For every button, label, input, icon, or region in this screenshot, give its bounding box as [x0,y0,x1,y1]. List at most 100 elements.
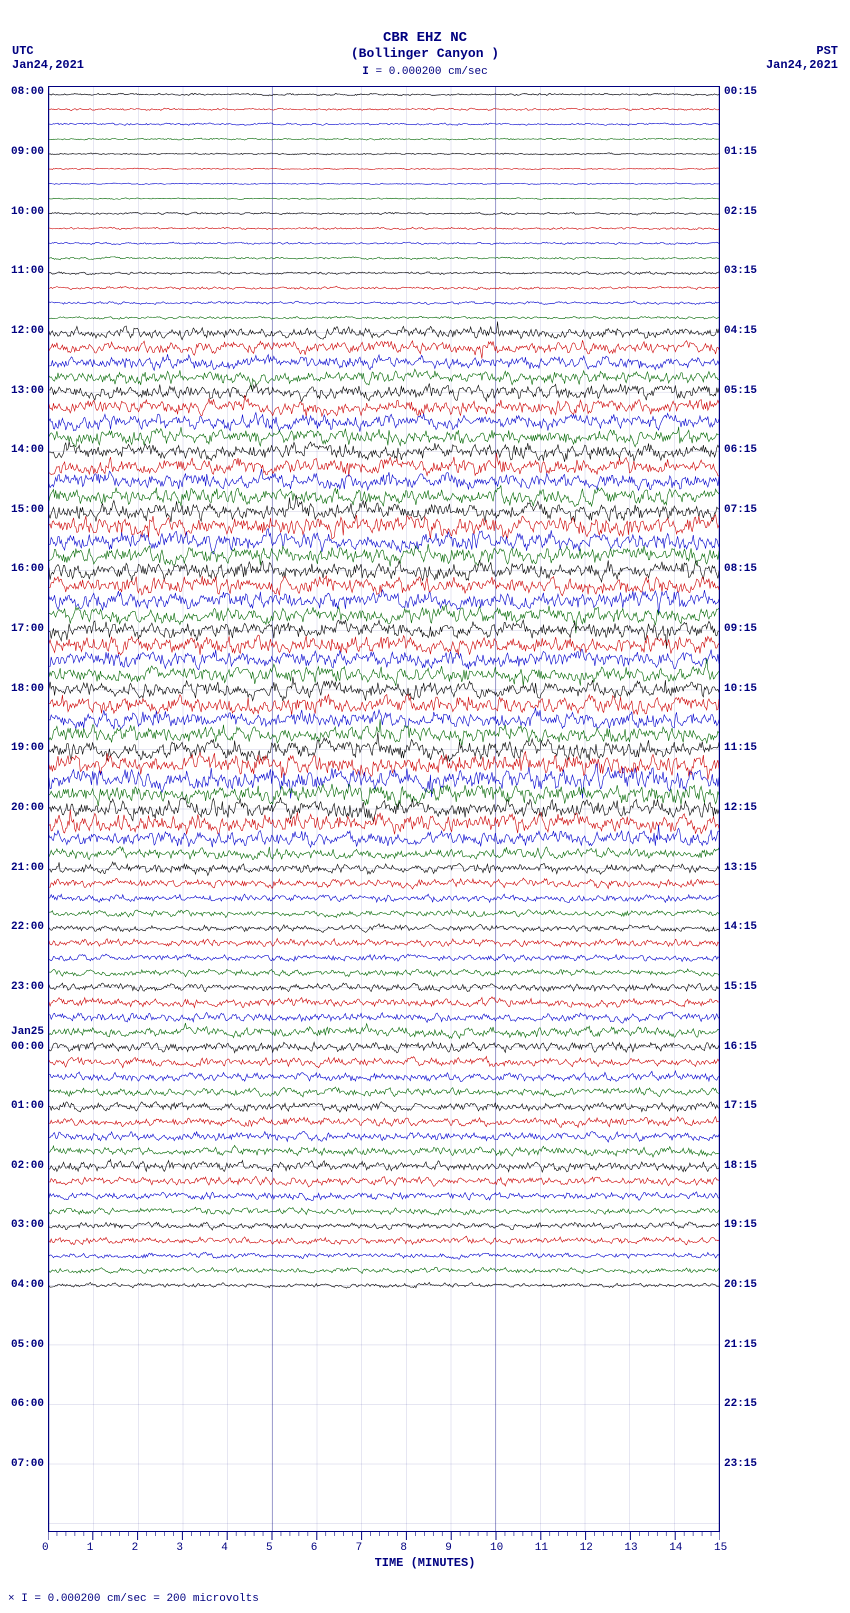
date-left: Jan24,2021 [12,58,84,72]
seismogram-trace [49,108,719,111]
pst-hour-label: 10:15 [724,683,757,695]
seismogram-trace [49,620,719,649]
seismogram-trace [49,544,719,566]
seismogram-trace [49,354,719,370]
utc-hour-label: 21:00 [11,862,44,874]
seismogram-trace [49,969,719,977]
seismogram-trace [49,413,719,432]
seismogram-trace [49,301,719,304]
seismogram-trace [49,708,719,730]
utc-hour-label: 14:00 [11,444,44,456]
pst-hour-label: 14:15 [724,921,757,933]
station-title: CBR EHZ NC [0,30,850,46]
pst-hour-label: 06:15 [724,444,757,456]
seismogram-trace [49,286,719,290]
seismogram-plot [48,86,720,1532]
seismogram-trace [49,1252,719,1259]
seismogram-trace [49,395,719,416]
seismogram-trace [49,825,719,847]
seismogram-trace [49,1207,719,1215]
footer-prefix-icon: × I [8,1593,28,1605]
utc-hour-label: 00:00 [11,1041,44,1053]
pst-hour-label: 09:15 [724,623,757,635]
utc-hour-label: 19:00 [11,742,44,754]
utc-hour-label: 02:00 [11,1160,44,1172]
pst-hour-label: 01:15 [724,146,757,158]
utc-hour-label: 10:00 [11,206,44,218]
seismogram-trace [49,847,719,860]
seismogram-trace [49,1131,719,1142]
pst-hour-label: 07:15 [724,504,757,516]
seismogram-trace [49,183,719,185]
seismogram-trace [49,910,719,918]
pst-hour-label: 03:15 [724,265,757,277]
seismogram-trace [49,1087,719,1097]
seismogram-trace [49,590,719,614]
seismogram-trace [49,983,719,992]
seismogram-trace [49,635,719,656]
seismogram-trace [49,1192,719,1201]
seismogram-trace [49,383,719,401]
pst-hour-label: 04:15 [724,325,757,337]
seismogram-trace [49,1023,719,1038]
seismogram-trace [49,138,719,140]
utc-hour-label: 17:00 [11,623,44,635]
seismogram-trace [49,486,719,507]
pst-hour-label: 02:15 [724,206,757,218]
seismogram-trace [49,123,719,126]
pst-hour-label: 19:15 [724,1219,757,1231]
seismogram-trace [49,1042,719,1053]
utc-hour-label: 15:00 [11,504,44,516]
seismogram-trace [49,1012,719,1023]
seismogram-trace [49,894,719,902]
utc-hour-label: 20:00 [11,802,44,814]
utc-hour-label: 09:00 [11,146,44,158]
pst-hour-label: 00:15 [724,86,757,98]
seismogram-trace [49,515,719,539]
seismogram-trace [49,752,719,780]
seismogram-trace [49,1267,719,1273]
seismogram-trace [49,227,719,230]
utc-hour-label: 03:00 [11,1219,44,1231]
seismogram-trace [49,1160,719,1172]
pst-hour-label: 20:15 [724,1279,757,1291]
seismogram-trace [49,198,719,200]
seismogram-trace [49,954,719,962]
scale-value: = 0.000200 cm/sec [376,66,488,78]
seismogram-trace [49,694,719,715]
utc-hour-label: 11:00 [11,265,44,277]
seismogram-trace [49,1236,719,1245]
pst-hour-label: 16:15 [724,1041,757,1053]
pst-hour-label: 22:15 [724,1398,757,1410]
seismogram-trace [49,997,719,1008]
seismogram-trace [49,1145,719,1157]
scale-bar-icon: I [362,66,369,78]
footer-text: = 0.000200 cm/sec = 200 microvolts [34,1593,258,1605]
seismogram-trace [49,427,719,447]
seismogram-trace [49,257,719,260]
pst-hour-label: 18:15 [724,1160,757,1172]
utc-hour-label: 08:00 [11,86,44,98]
seismogram-trace [49,1102,719,1112]
utc-hour-label: 07:00 [11,1458,44,1470]
pst-hour-label: 11:15 [724,742,757,754]
utc-hour-label: 16:00 [11,563,44,575]
pst-hour-label: 13:15 [724,862,757,874]
utc-hour-label: 05:00 [11,1339,44,1351]
seismogram-trace [49,1071,719,1082]
seismogram-trace [49,677,719,701]
seismogram-trace [49,576,719,596]
seismogram-trace [49,1056,719,1067]
pst-hour-label: 05:15 [724,385,757,397]
utc-hour-label: 18:00 [11,683,44,695]
utc-hour-label: 12:00 [11,325,44,337]
seismogram-trace [49,719,719,746]
utc-hour-label: 13:00 [11,385,44,397]
seismogram-trace [49,784,719,807]
seismogram-trace [49,168,719,170]
footer-scale: × I = 0.000200 cm/sec = 200 microvolts [8,1593,259,1605]
pst-hour-label: 08:15 [724,563,757,575]
utc-hour-label: 04:00 [11,1279,44,1291]
xaxis-label: TIME (MINUTES) [0,1556,850,1570]
seismogram-trace [49,321,719,339]
